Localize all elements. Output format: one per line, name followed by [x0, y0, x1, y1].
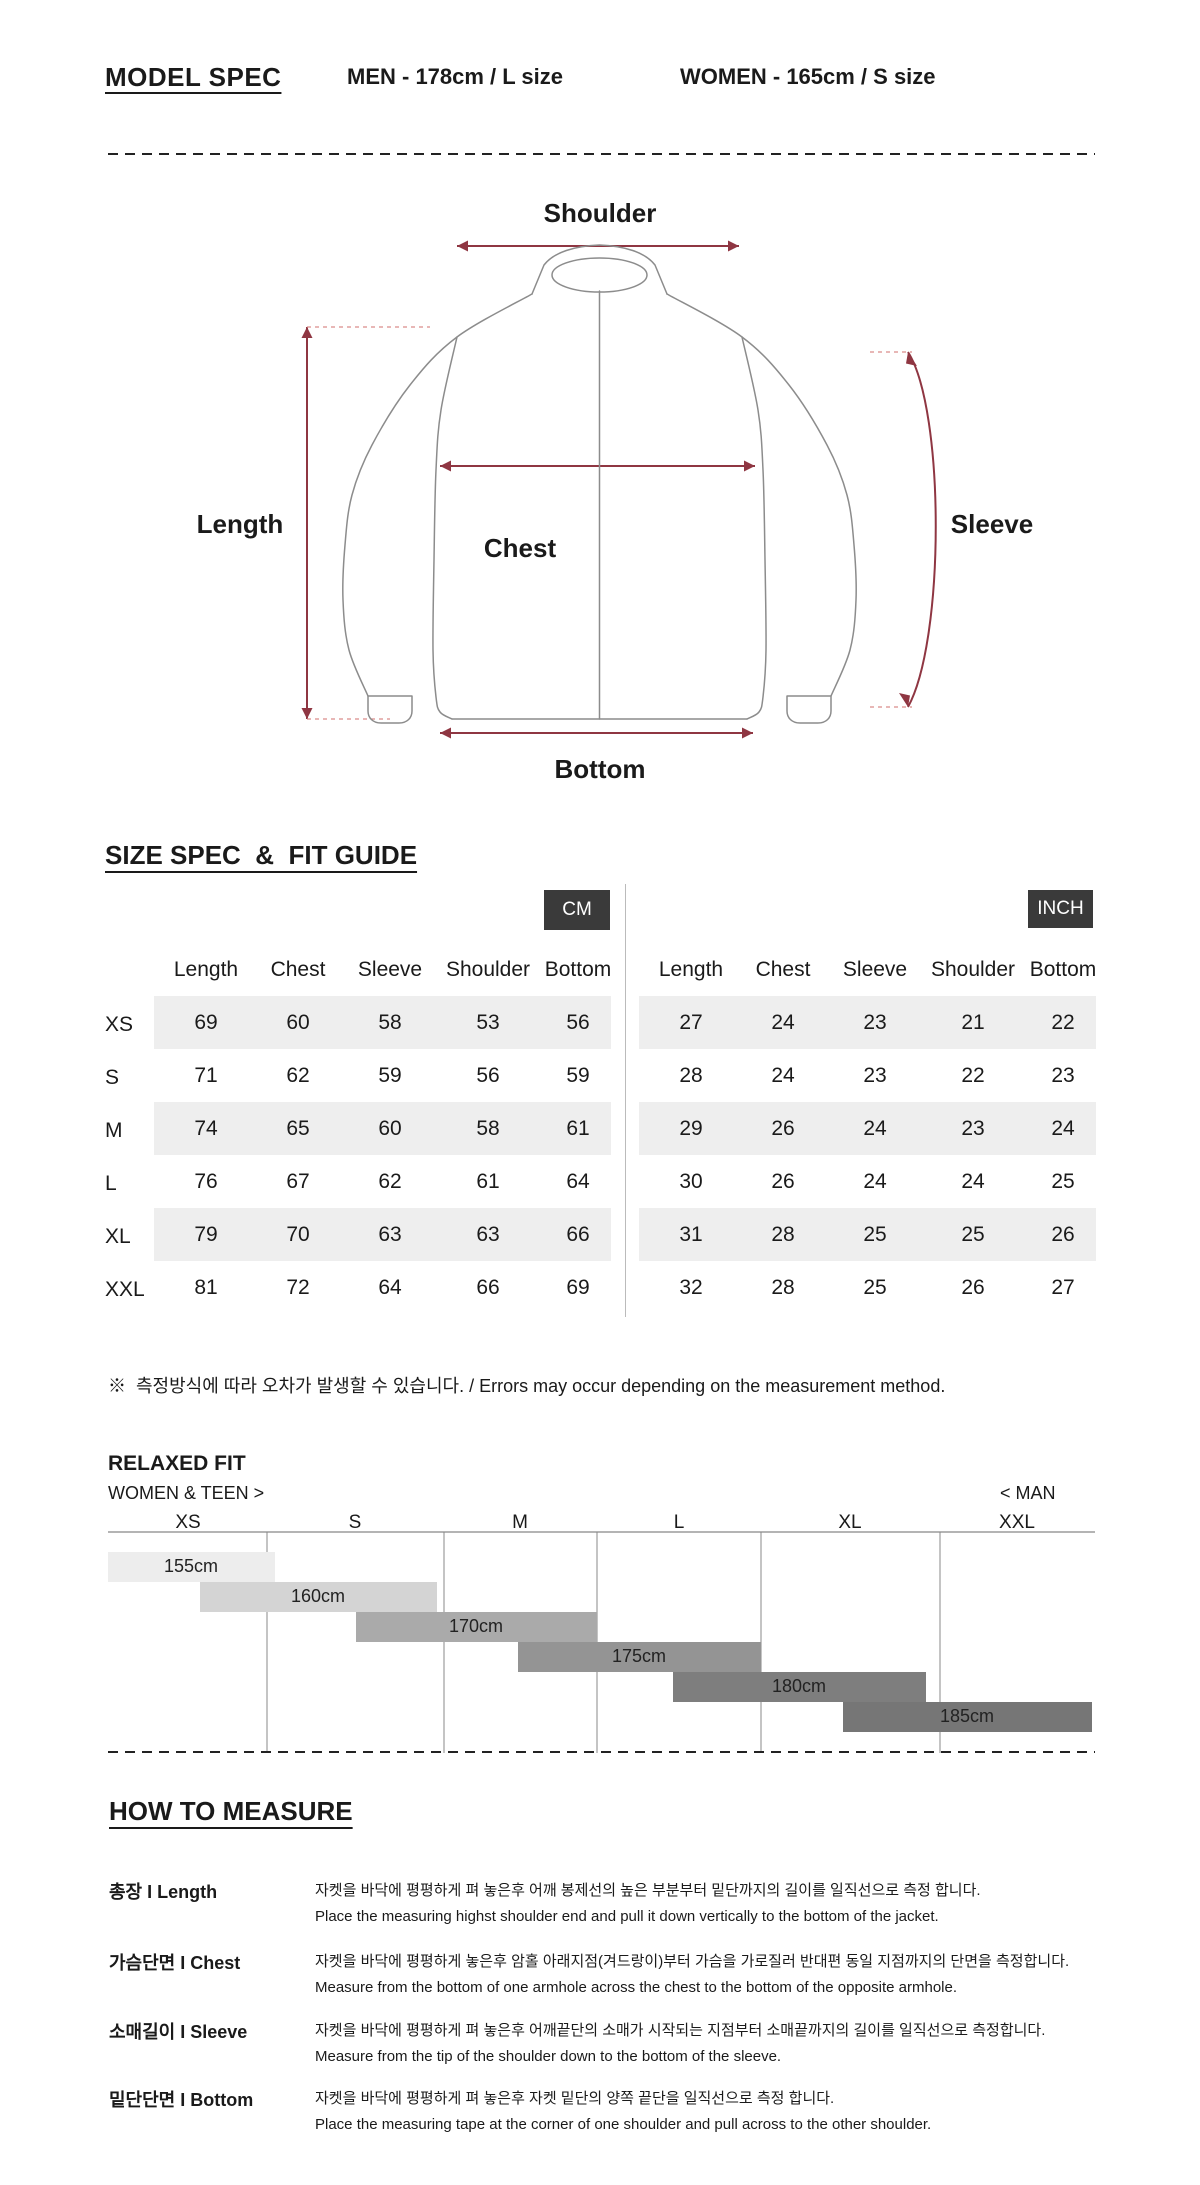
svg-text:180cm: 180cm [772, 1676, 826, 1696]
svg-text:M: M [512, 1513, 528, 1533]
svg-text:XL: XL [838, 1513, 861, 1533]
svg-text:160cm: 160cm [291, 1586, 345, 1606]
svg-text:Bottom: Bottom [555, 754, 646, 784]
svg-text:S: S [349, 1513, 362, 1533]
svg-text:XXL: XXL [999, 1513, 1035, 1533]
svg-text:175cm: 175cm [612, 1646, 666, 1666]
svg-text:Sleeve: Sleeve [951, 509, 1033, 539]
svg-text:Shoulder: Shoulder [544, 198, 657, 228]
svg-text:155cm: 155cm [164, 1556, 218, 1576]
svg-text:L: L [674, 1513, 685, 1533]
svg-text:Chest: Chest [484, 533, 557, 563]
svg-text:185cm: 185cm [940, 1706, 994, 1726]
svg-text:170cm: 170cm [449, 1616, 503, 1636]
svg-text:Length: Length [197, 509, 284, 539]
svg-text:XS: XS [175, 1513, 200, 1533]
